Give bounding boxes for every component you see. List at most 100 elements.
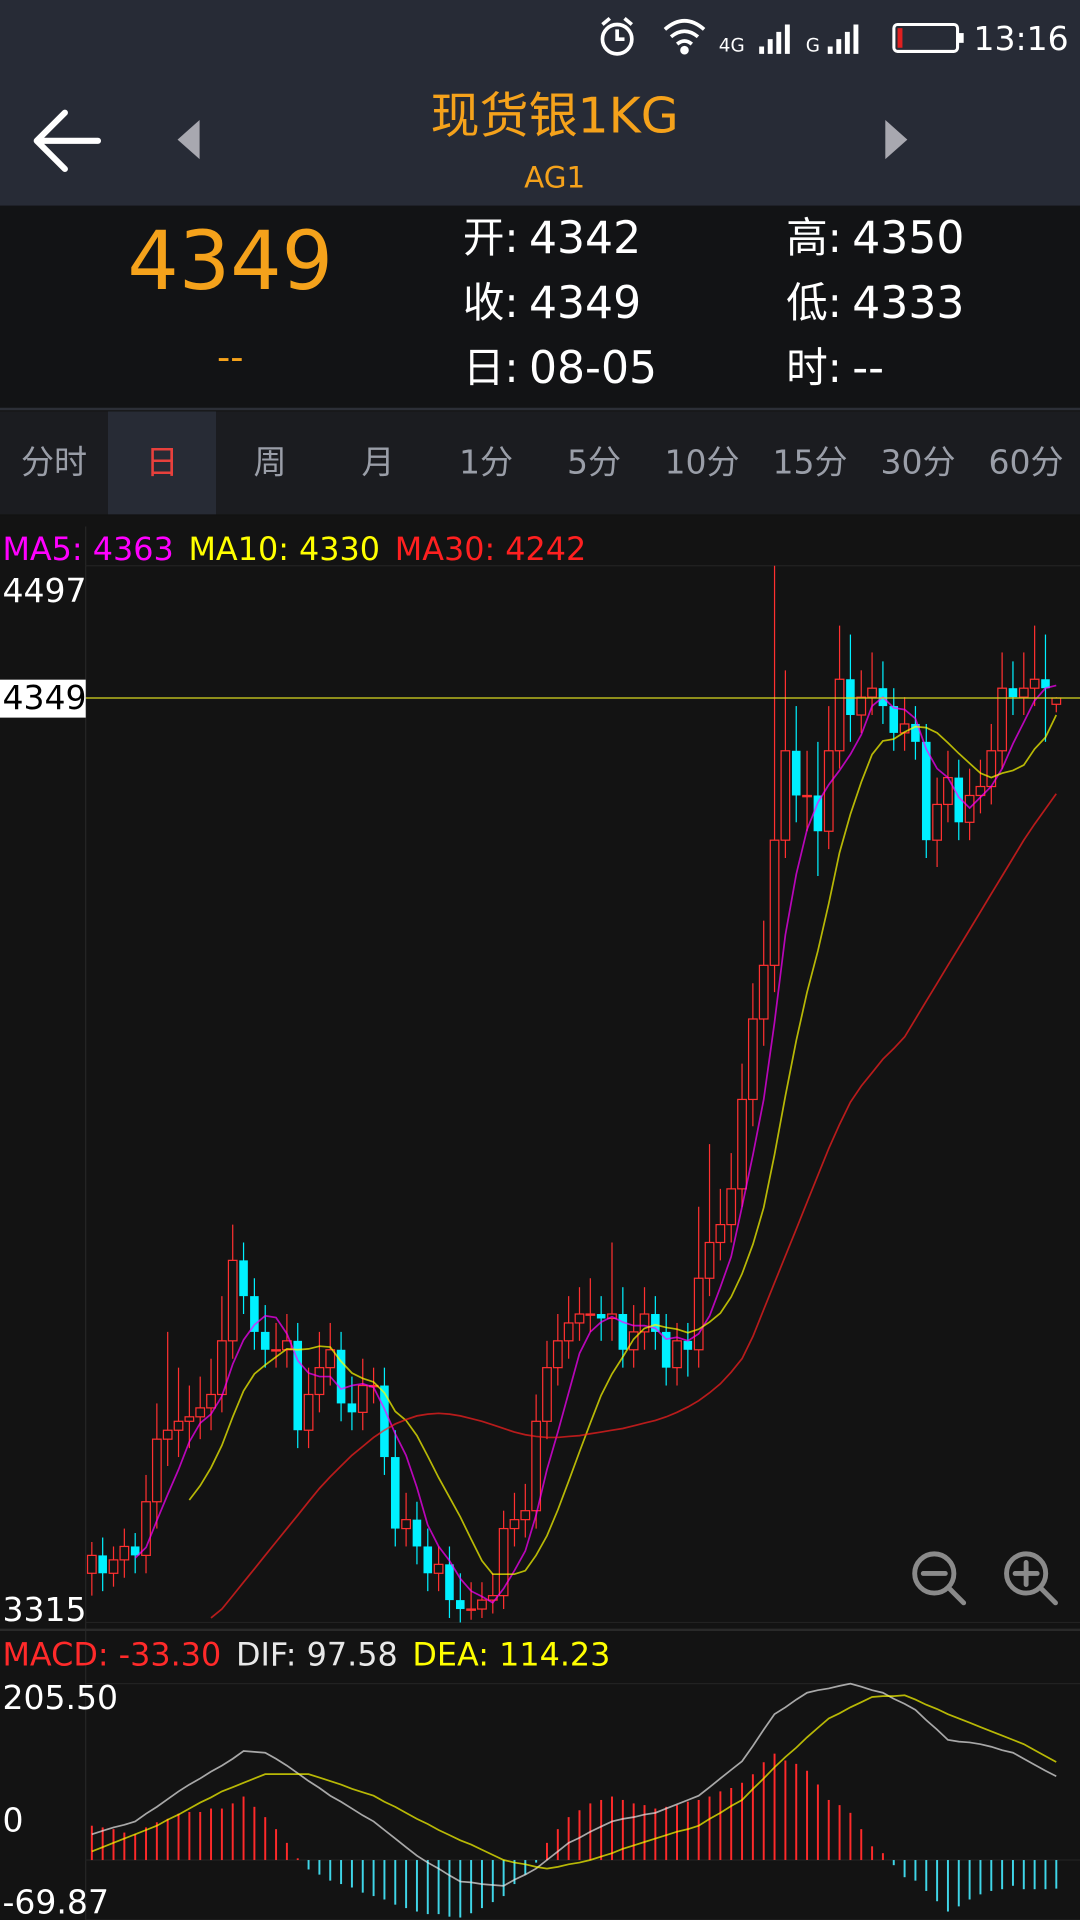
tab[interactable]: 60分 <box>988 443 1063 482</box>
y-tick-label: 3315 <box>2 1590 86 1629</box>
candle-body <box>151 1438 162 1503</box>
dynamic-layer: 开: 4342收: 4349日: 08-05高: 4350低: 4333时: --分时日周月… <box>0 213 1080 1920</box>
network-label: G <box>806 36 820 57</box>
candle-body <box>954 777 964 823</box>
legend-entry: DIF: 97.58 <box>236 1636 398 1674</box>
candle-body <box>1018 687 1029 698</box>
candle-body <box>531 1420 542 1512</box>
candle-body <box>932 803 942 841</box>
candle-body <box>498 1527 509 1597</box>
tab[interactable]: 10分 <box>664 443 739 482</box>
wifi-dot <box>680 45 689 55</box>
candle-body <box>239 1260 248 1297</box>
candle-body <box>173 1420 184 1431</box>
candle-body <box>303 1393 314 1431</box>
tab[interactable]: 1分 <box>459 443 513 482</box>
candle-body <box>477 1599 487 1610</box>
alarm-icon <box>600 22 634 56</box>
ma-line <box>188 714 1058 1576</box>
field-value: -- <box>852 343 884 394</box>
candle-body <box>791 750 801 796</box>
zoom-in-button[interactable] <box>1004 1551 1058 1606</box>
tab[interactable]: 30分 <box>880 443 955 482</box>
tab[interactable]: 5分 <box>567 443 621 482</box>
field-value: 4349 <box>529 278 641 329</box>
candle-body <box>639 1313 650 1333</box>
zoom-out-button[interactable] <box>912 1551 967 1606</box>
field-label: 收: <box>463 278 519 327</box>
candle-body <box>813 795 823 832</box>
candle-body <box>336 1349 346 1404</box>
tab[interactable]: 分时 <box>21 443 87 482</box>
candle-body <box>293 1340 303 1431</box>
battery-level <box>897 28 903 48</box>
back-button[interactable] <box>33 109 102 173</box>
candle-body <box>195 1407 206 1418</box>
legend-entry: DEA: 114.23 <box>412 1636 610 1674</box>
zoom-in-glyph <box>1012 1560 1058 1606</box>
candle-body <box>250 1296 259 1332</box>
field-label: 日: <box>463 343 519 392</box>
candle-body <box>769 839 780 966</box>
last-price: 4349 <box>127 215 333 309</box>
price-tag: 4349 <box>2 678 86 717</box>
tab[interactable]: 15分 <box>772 443 847 482</box>
candle-body <box>314 1367 325 1396</box>
candle-body <box>867 687 877 698</box>
candle-body <box>1008 688 1018 698</box>
status-time: 13:16 <box>973 19 1068 58</box>
candle-body <box>141 1501 151 1557</box>
status-icons <box>600 16 706 56</box>
candle-body <box>184 1416 195 1422</box>
candle-body <box>130 1546 140 1556</box>
candle-body <box>86 1554 97 1574</box>
candle-body <box>715 1223 726 1244</box>
candle-body <box>651 1314 660 1332</box>
candle-body <box>390 1457 400 1529</box>
tab[interactable]: 日 <box>145 443 178 482</box>
candle-body <box>520 1510 531 1521</box>
tab[interactable]: 月 <box>361 443 394 482</box>
candle-body <box>780 750 791 841</box>
candle-body <box>433 1563 444 1574</box>
field-value: 4333 <box>852 278 964 329</box>
prev-button[interactable] <box>177 120 200 160</box>
candle-body <box>357 1384 368 1413</box>
y-tick-label: 205.50 <box>2 1678 118 1717</box>
candle-body <box>542 1367 552 1422</box>
candle-body <box>802 794 812 798</box>
next-button[interactable] <box>885 120 908 160</box>
ma-line <box>210 793 1057 1619</box>
tab[interactable]: 周 <box>253 443 286 482</box>
candle-body <box>672 1340 682 1369</box>
candle-body <box>552 1340 563 1369</box>
candle-body <box>846 679 855 716</box>
candle-body <box>704 1241 715 1279</box>
network-label: 4G <box>719 36 745 57</box>
candle-body <box>162 1429 173 1440</box>
candle-body <box>737 1098 747 1190</box>
field-value: 4350 <box>852 213 964 264</box>
field-label: 高: <box>786 213 842 262</box>
battery-icon <box>892 22 960 53</box>
candle-body <box>975 785 986 797</box>
candle-body <box>456 1600 465 1610</box>
candle-body <box>509 1519 520 1530</box>
candle-body <box>856 696 867 716</box>
macd-line <box>91 1694 1057 1870</box>
quote-panel <box>0 205 1080 409</box>
candle-body <box>206 1393 216 1409</box>
candle-body <box>271 1349 281 1352</box>
y-tick-label: -69.87 <box>2 1883 109 1920</box>
candle-body <box>401 1519 411 1530</box>
zoom-out-glyph <box>920 1571 967 1606</box>
candle-body <box>380 1385 389 1458</box>
candle-body <box>466 1608 477 1611</box>
candle-body <box>683 1340 693 1350</box>
candle-body <box>661 1331 671 1368</box>
price-change: -- <box>217 335 243 378</box>
chart-area <box>0 515 1080 1920</box>
macd-line <box>91 1682 1057 1887</box>
candle-body <box>108 1559 119 1574</box>
zoom-in-lens <box>1004 1551 1049 1596</box>
